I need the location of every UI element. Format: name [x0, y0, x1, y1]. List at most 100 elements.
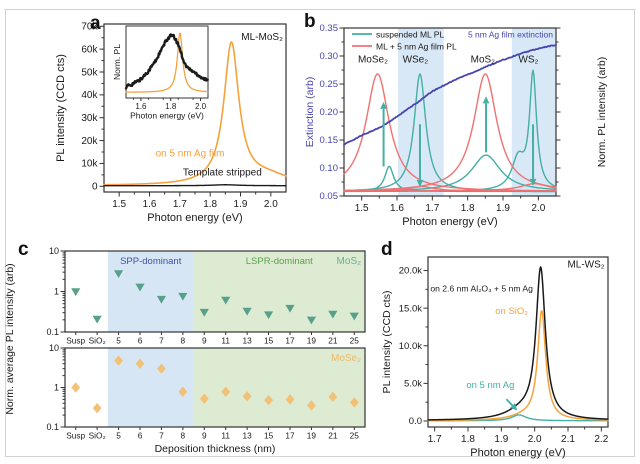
- annotation: on 5 nm Ag film: [156, 149, 225, 160]
- data-marker-MoS₂: [263, 311, 274, 320]
- x-tick-label: Susp: [66, 336, 85, 346]
- y-tick-label: 70k: [81, 22, 98, 33]
- pl-curve-with_Ag_film-WS₂: [343, 182, 557, 192]
- y-tick-label: 0.1: [46, 422, 59, 432]
- x-tick-label: 1.9: [496, 203, 510, 214]
- y-tick-label: 0.10: [320, 163, 339, 174]
- data-marker-MoS₂: [71, 288, 81, 297]
- y-tick-label: 10.0k: [399, 341, 422, 352]
- y-tick-label: 10: [49, 343, 59, 353]
- series-orange: [427, 310, 609, 422]
- x-tick-label: 17: [285, 431, 295, 441]
- lspr-region-label: LSPR-dominant: [246, 256, 313, 267]
- x-tick-label: 1.7: [425, 203, 439, 214]
- y-tick-label: 0.35: [320, 23, 339, 34]
- x-tick-label: Susp: [66, 431, 85, 441]
- x-axis-title: Photon energy (eV): [147, 212, 242, 224]
- right-y-axis-title: Norm. PL intensity (arb): [596, 57, 608, 167]
- y-tick-label: 10: [49, 246, 59, 256]
- panel-label-c: c: [18, 239, 29, 260]
- y-tick-label: 0.15: [320, 135, 339, 146]
- data-marker-MoSe₂: [178, 386, 188, 397]
- x-tick-label: 1.8: [461, 434, 475, 445]
- lspr-region: [193, 251, 365, 332]
- x-tick-label: 9: [202, 431, 207, 441]
- data-marker-MoSe₂: [221, 386, 231, 397]
- x-tick-label: 5: [116, 336, 121, 346]
- x-tick-label: 13: [243, 336, 253, 346]
- data-marker-MoS₂: [349, 312, 359, 321]
- y-tick-label: 20.0k: [399, 266, 422, 277]
- x-tick-label: 15: [264, 431, 274, 441]
- y-tick-label: 0: [92, 182, 98, 193]
- data-marker-MoSe₂: [328, 391, 338, 403]
- inset-x-tick-label: 1.8: [165, 102, 177, 111]
- material-label: MoSe₂: [331, 353, 361, 364]
- y-tick-label: 5.0k: [404, 379, 422, 390]
- x-tick-label: 21: [328, 431, 338, 441]
- x-tick-label: 1.9: [494, 434, 508, 445]
- plot-frame: [427, 256, 609, 428]
- extinction-curve: [343, 43, 557, 146]
- y-axis-title: PL intensity (CCD cts): [381, 291, 393, 394]
- x-tick-label: 17: [285, 336, 295, 346]
- x-tick-label: 2.0: [264, 199, 278, 210]
- annotation: ML-MoS₂: [241, 32, 283, 43]
- y-tick-label: 1: [54, 383, 59, 393]
- x-tick-label: 2.2: [594, 434, 608, 445]
- x-tick-label: 9: [202, 336, 207, 346]
- annotation: on 5 nm Ag: [466, 380, 514, 391]
- x-tick-label: 15: [264, 336, 274, 346]
- y-tick-label: 50k: [81, 67, 98, 78]
- x-tick-label: 19: [307, 431, 317, 441]
- y-tick-label: 0.05: [320, 191, 339, 202]
- x-tick-label: 21: [328, 336, 338, 346]
- legend-label-with-ag: ML + 5 nm Ag film PL: [376, 41, 457, 51]
- x-tick-label: SiO₂: [89, 336, 106, 346]
- x-tick-label: 1.7: [428, 434, 442, 445]
- inset-black-curve: [124, 33, 209, 90]
- x-tick-label: 11: [221, 336, 230, 346]
- x-tick-label: 1.6: [390, 203, 404, 214]
- y-axis-title: Norm. average PL intensity (arb): [4, 263, 16, 414]
- data-marker-MoSe₂: [71, 382, 81, 393]
- x-tick-label: 2.1: [561, 434, 575, 445]
- legend-label-suspended: suspended ML PL: [376, 29, 444, 39]
- data-marker-MoS₂: [135, 283, 145, 292]
- x-tick-label: 1.5: [355, 203, 369, 214]
- data-marker-MoSe₂: [349, 397, 359, 408]
- y-axis-title: PL intensity (CCD cts): [55, 54, 67, 162]
- x-tick-label: 6: [138, 431, 143, 441]
- arrow-head: [510, 403, 518, 411]
- data-marker-MoS₂: [221, 296, 231, 305]
- lspr-region: [193, 348, 365, 427]
- data-marker-MoSe₂: [92, 402, 102, 414]
- data-marker-MoS₂: [328, 310, 338, 319]
- inset-orange-curve: [125, 32, 209, 93]
- x-axis-title: Photon energy (eV): [402, 216, 497, 228]
- x-tick-label: SiO₂: [89, 431, 106, 441]
- data-marker-MoS₂: [199, 308, 209, 317]
- panel-label-a: a: [90, 13, 101, 34]
- x-tick-label: 5: [116, 431, 121, 441]
- panel-b-extinction-pl-chart: 1.5 1.6 1.7 1.8 1.9 2.0 0.05 0.10 0.15 0.20 0.25 0.…: [304, 23, 608, 228]
- y-tick-label: 1: [54, 287, 59, 297]
- y-tick-label: 0.1: [46, 327, 59, 337]
- left-y-axis-title: Extinction (arb): [304, 77, 316, 148]
- x-tick-label: 13: [243, 431, 253, 441]
- annotation: ML-WS₂: [567, 260, 604, 271]
- arrow-shaft: [505, 398, 514, 407]
- spp-region: [107, 251, 194, 332]
- series-black: [103, 184, 287, 187]
- extinction-legend-label: 5 nm Ag film extinction: [468, 29, 553, 39]
- y-tick-label: 0.20: [320, 107, 339, 118]
- material-label: MoS₂: [471, 55, 496, 66]
- annotation: on SiO₂: [495, 306, 528, 317]
- arrow-head: [380, 101, 387, 109]
- x-tick-label: 19: [307, 336, 317, 346]
- x-tick-label: 6: [138, 336, 143, 346]
- data-marker-MoS₂: [92, 315, 102, 324]
- arrow-head: [529, 178, 537, 186]
